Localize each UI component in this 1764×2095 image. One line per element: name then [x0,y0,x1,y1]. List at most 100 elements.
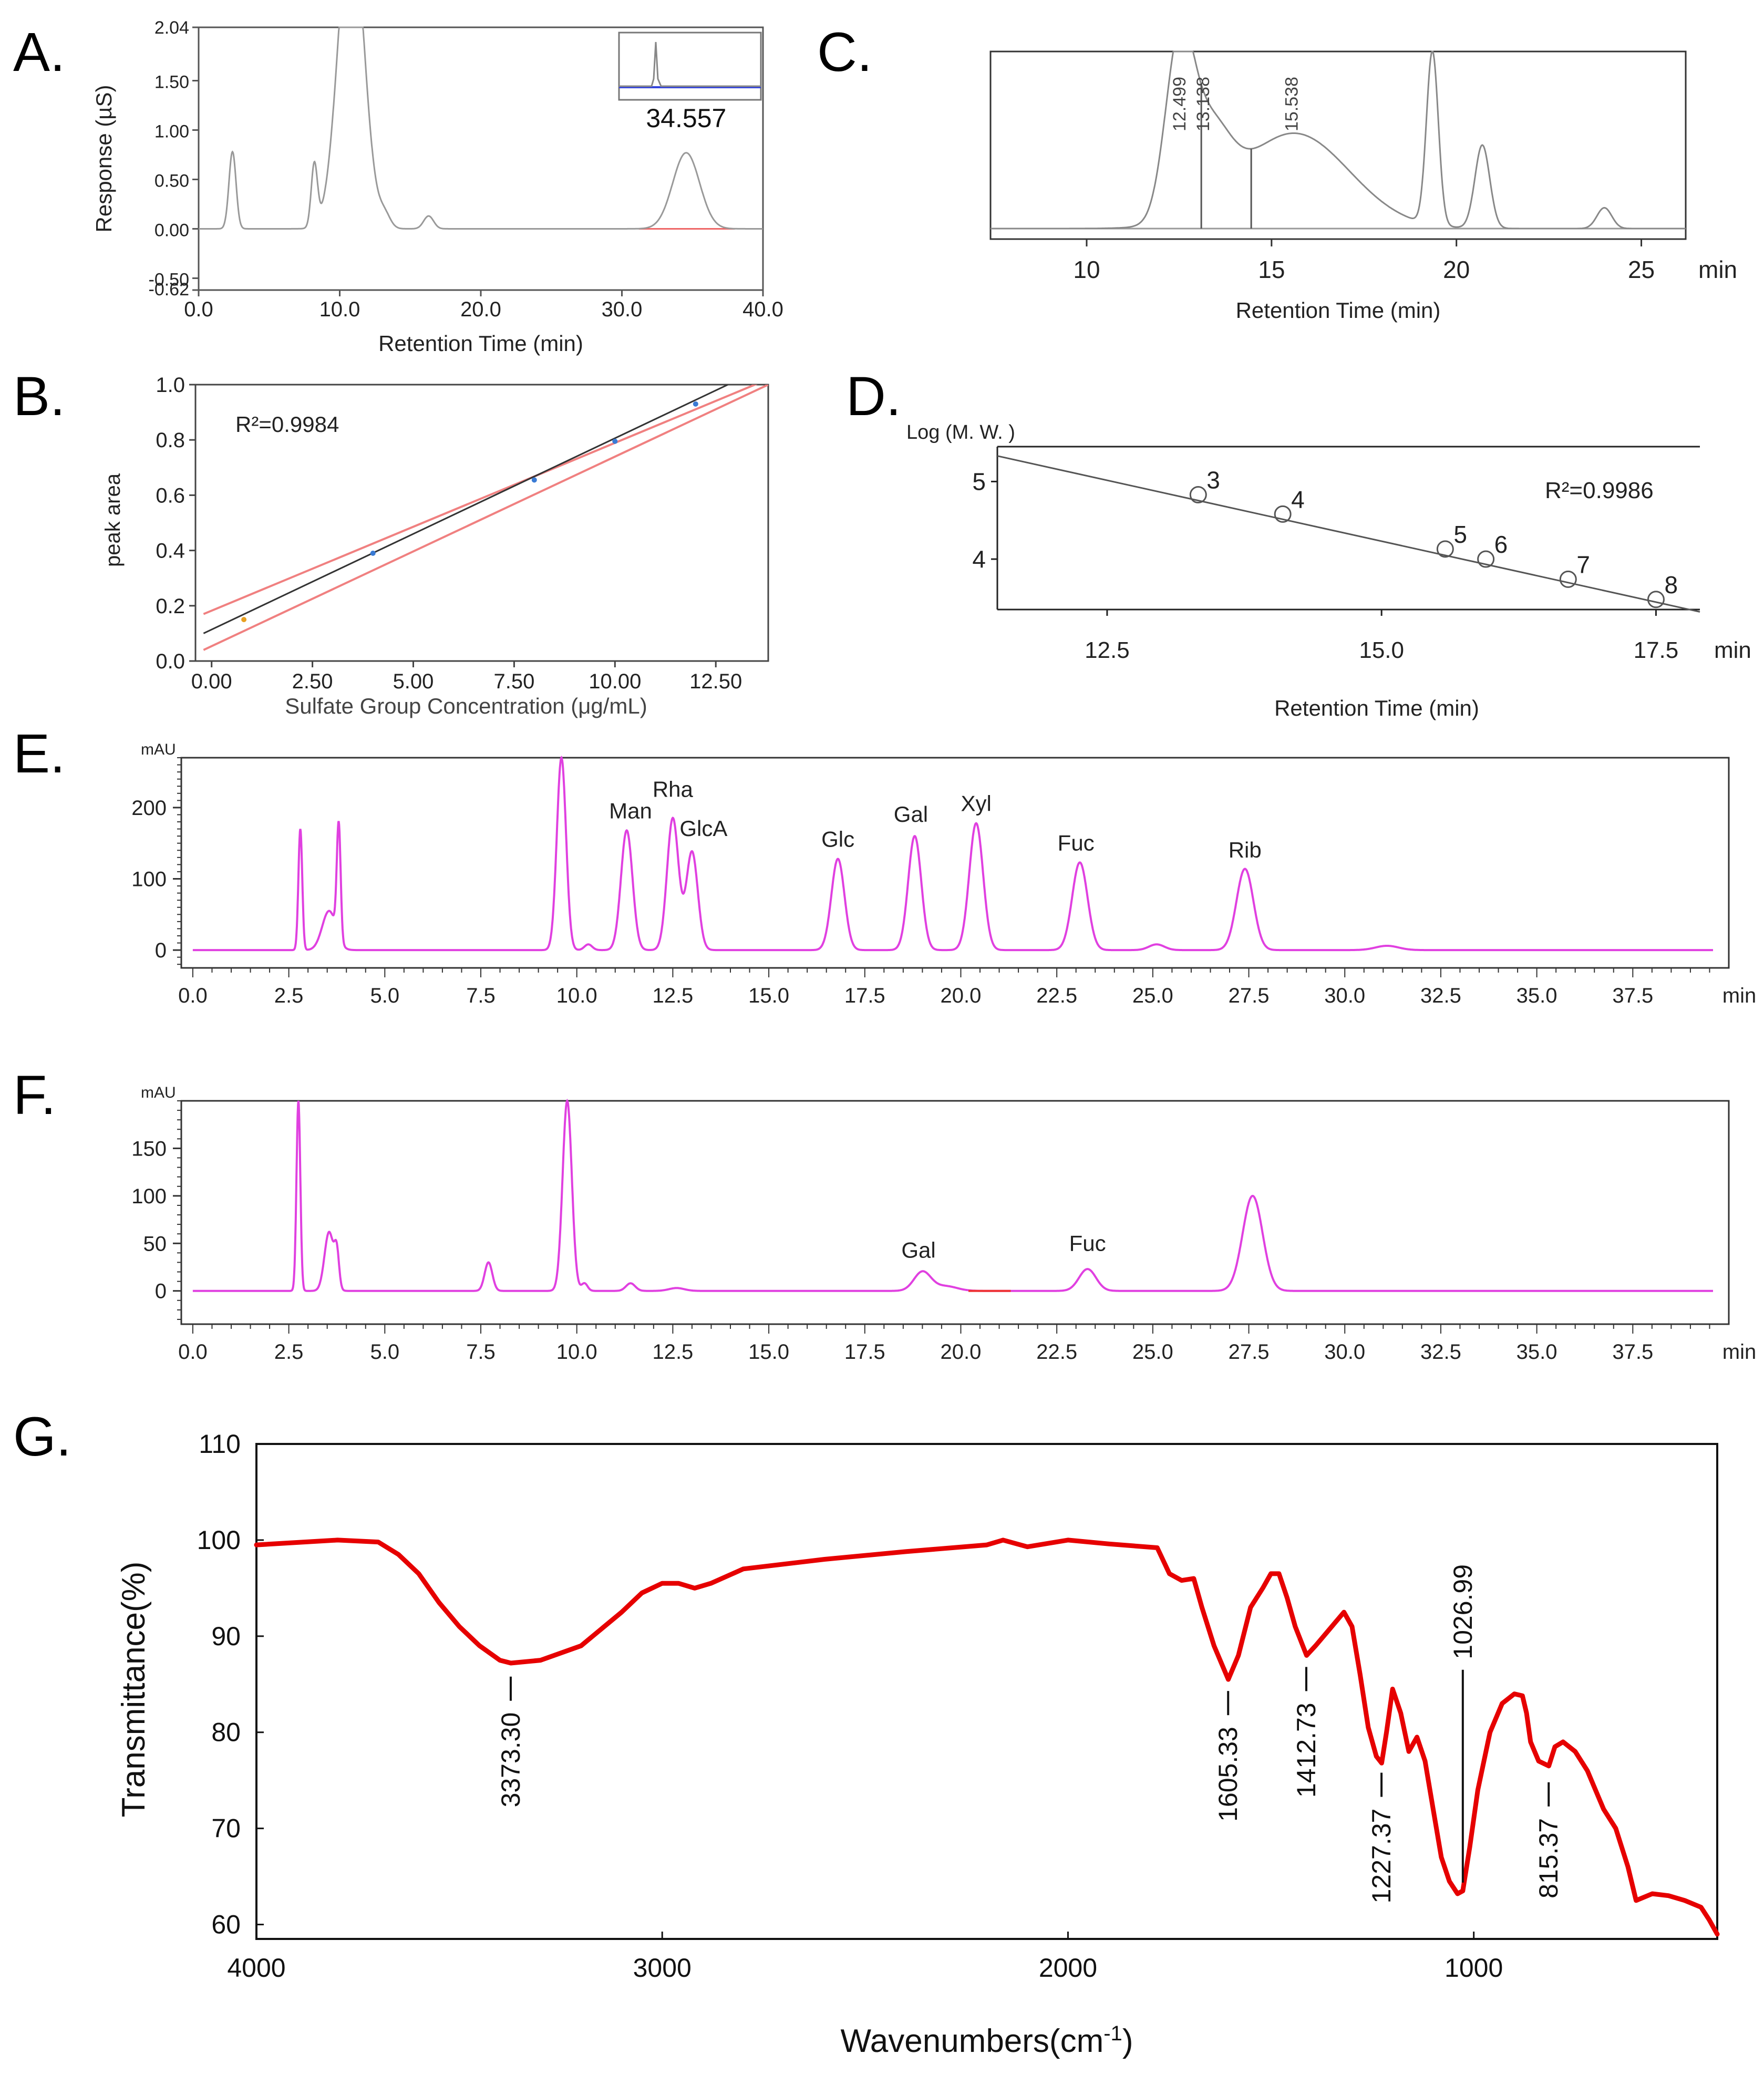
y-tick-label-e: 100 [131,868,167,891]
plot-frame-c [989,50,1687,240]
x-tick-label-c: 15 [1258,256,1285,283]
x-tick-label-f: 5.0 [370,1340,400,1364]
plot-frame-b [194,384,769,662]
x-tick-label-g: 4000 [227,1953,285,1983]
x-tick-label-e: 22.5 [1036,984,1077,1007]
point-label-d: 4 [1291,486,1305,513]
peak-label-g: 1412.73 [1292,1702,1321,1798]
x-tick-label-e: 25.0 [1132,984,1173,1007]
y-tick-label-f: 150 [131,1137,167,1160]
y-unit-e: mAU [141,741,176,758]
peak-label-c: 12.499 [1170,77,1190,131]
inset-box-a [618,32,762,101]
x-tick-label-f: 2.5 [274,1340,304,1364]
point-label-d: 6 [1494,531,1508,558]
y-tick-label-e: 0 [155,939,167,962]
x-tick-label-e: 10.0 [556,984,597,1007]
y-tick-label-a: 1.50 [154,73,189,92]
x-axis-title-c: Retention Time (min) [1236,298,1441,323]
x-tick-label-g: 2000 [1039,1953,1097,1983]
chart-b: 0.00 2.50 5.00 7.50 10.00 12.50 0.0 0.2 0.4 0.6 0.… [101,374,769,718]
plot-frame-f [180,1100,1730,1325]
x-tick-label-b: 12.50 [689,670,742,693]
peak-label-e: Man [609,798,652,823]
y-axis-title-b: peak area [101,473,125,567]
point-label-d: 5 [1453,521,1467,548]
confidence-band-upper-b [203,385,758,615]
panel-letter-b: B. [13,366,65,427]
plot-frame-e [180,757,1730,969]
x-tick-label-f: 0.0 [178,1340,208,1364]
chromatogram-line-a [199,26,763,230]
x-axis-title-end-g: ) [1122,2023,1133,2059]
peak-label-e: Gal [894,802,928,827]
x-tick-label-a: 10.0 [319,298,360,321]
x-tick-label-f: 25.0 [1132,1340,1173,1364]
x-tick-label-e: 12.5 [652,984,693,1007]
x-tick-label-b: 2.50 [292,670,333,693]
y-tick-label-b: 0.6 [156,484,185,507]
peak-label-a: 34.557 [646,104,726,133]
x-tick-label-e: 15.0 [748,984,789,1007]
y-tick-label-f: 50 [143,1232,167,1255]
annotation-b: R²=0.9984 [235,412,339,437]
x-tick-label-e: 5.0 [370,984,400,1007]
x-tick-label-e: 37.5 [1612,984,1653,1007]
x-tick-label-c: 25 [1628,256,1655,283]
point-label-d: 8 [1664,571,1678,598]
x-tick-label-a: 20.0 [460,298,501,321]
data-point-d [1274,505,1292,523]
point-label-d: 3 [1206,467,1220,494]
peak-label-g: 1227.37 [1367,1809,1396,1904]
chart-g: 4000 3000 2000 1000 110 100 90 80 70 60 3373.30 160… [116,1429,1720,2059]
panel-letter-e: E. [13,723,65,785]
x-tick-label-e: 20.0 [941,984,982,1007]
x-tick-label-e: 0.0 [178,984,208,1007]
x-tick-label-f: 35.0 [1517,1340,1557,1364]
x-tick-label-e: 7.5 [466,984,496,1007]
peak-label-e: Rha [653,777,694,802]
peak-label-c: 13.138 [1193,77,1213,131]
x-tick-label-g: 1000 [1445,1953,1503,1983]
x-tick-label-d: 15.0 [1359,637,1404,663]
x-tick-label-a: 0.0 [184,298,213,321]
x-tick-label-e: 30.0 [1324,984,1365,1007]
panel-letter-c: C. [817,22,872,83]
x-tick-label-d: 17.5 [1634,637,1679,663]
x-tick-label-e: 32.5 [1420,984,1461,1007]
x-tick-label-f: 20.0 [941,1340,982,1364]
panel-letter-a: A. [13,22,65,83]
chart-e: 0.0 2.5 5.0 7.5 10.0 12.5 15.0 17.5 20.0 22.5 25.0… [131,741,1756,1007]
peak-label-g: 3373.30 [496,1712,525,1808]
inset-trace-a [619,42,761,87]
data-point-d [1436,540,1454,558]
plot-area-b [203,385,768,651]
peak-label-f: Fuc [1069,1231,1106,1256]
y-tick-label-b: 0.8 [156,429,185,452]
chart-a: 0.0 10.0 20.0 30.0 40.0 2.04 1.50 1.00 0.50 0.00 -… [91,18,783,356]
x-tick-label-f: 17.5 [844,1340,885,1364]
data-point-d [1647,591,1665,608]
y-tick-label-d: 4 [972,545,986,573]
plot-frame-g [255,1443,1718,1940]
x-tick-label-a: 40.0 [742,298,783,321]
x-tick-label-d: 12.5 [1085,637,1130,663]
panel-letter-d: D. [846,366,901,427]
y-tick-label-a: 0.50 [154,171,189,191]
y-axis-title-a: Response (µS) [91,85,116,233]
y-tick-label-g: 70 [211,1814,241,1843]
y-tick-label-f: 100 [131,1185,167,1208]
x-tick-label-b: 7.50 [493,670,534,693]
y-tick-label-a: -0.62 [149,280,190,300]
x-tick-label-f: 22.5 [1036,1340,1077,1364]
data-point-b [612,438,618,444]
y-tick-label-b: 0.0 [156,650,185,673]
data-point-d [1477,550,1495,568]
x-tick-label-e: 27.5 [1229,984,1270,1007]
x-tick-label-f: 7.5 [466,1340,496,1364]
y-unit-f: mAU [141,1084,176,1101]
x-unit-d: min [1714,637,1751,663]
x-tick-label-c: 20 [1443,256,1470,283]
peak-label-g: 815.37 [1534,1818,1563,1898]
